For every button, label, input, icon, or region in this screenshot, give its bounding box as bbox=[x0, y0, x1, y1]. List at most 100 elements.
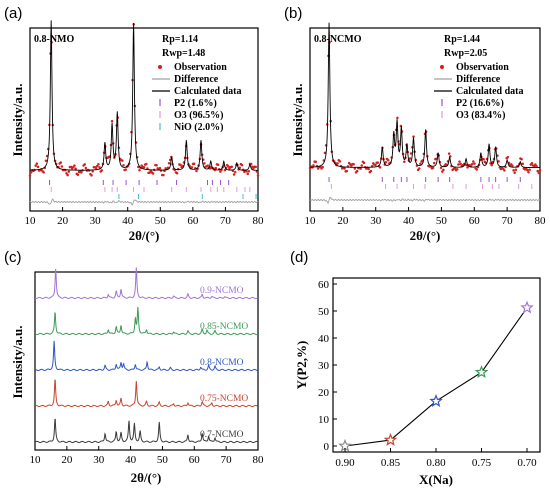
panel-label-b: (b) bbox=[284, 5, 302, 22]
pattern-curve bbox=[34, 418, 259, 444]
bragg-tick-row bbox=[50, 187, 251, 192]
observation-point bbox=[482, 157, 485, 161]
observation-point bbox=[369, 169, 373, 173]
difference-curve bbox=[29, 198, 259, 206]
y-tick-label: 10 bbox=[318, 414, 330, 426]
observation-point bbox=[162, 173, 165, 177]
panel-b-rp: Rp=1.44 bbox=[444, 34, 480, 45]
legend-label: Calculated data bbox=[174, 86, 242, 97]
panel-c-x-ticks: 10 20 30 40 50 60 70 80 bbox=[30, 446, 265, 466]
observation-point bbox=[179, 163, 182, 167]
observation-point bbox=[412, 135, 415, 138]
observation-point bbox=[238, 166, 242, 169]
observation-point bbox=[431, 166, 435, 170]
data-point-star bbox=[474, 365, 489, 379]
observation-point bbox=[76, 173, 80, 176]
x-tick-label: 70 bbox=[221, 454, 233, 466]
legend-label: Difference bbox=[174, 74, 219, 85]
x-tick-label: 70 bbox=[220, 215, 232, 227]
observation-point bbox=[323, 151, 327, 155]
panel-d-data bbox=[338, 300, 534, 452]
observation-point bbox=[466, 166, 469, 169]
observation-point bbox=[338, 160, 342, 163]
x-tick-label: 50 bbox=[436, 215, 448, 227]
series-label: 0.9-NCMO bbox=[200, 286, 244, 296]
observation-point bbox=[83, 163, 86, 166]
observation-point bbox=[227, 165, 230, 168]
series-label: 0.85-NCMO bbox=[200, 322, 248, 332]
legend-marker bbox=[440, 65, 444, 69]
observation-point bbox=[503, 169, 506, 172]
panel-d-x-label: X(Na) bbox=[419, 472, 453, 487]
observation-point bbox=[219, 170, 222, 173]
observation-point bbox=[497, 160, 500, 163]
y-tick-label: 30 bbox=[318, 360, 330, 372]
observation-point bbox=[65, 172, 68, 175]
panel-c-stacked-patterns: 0.7-NCMO 0.75-NCMO 0.8-NCMO 0.85-NCMO 0.9-NC… bbox=[10, 267, 264, 485]
pattern-curve bbox=[34, 267, 259, 300]
observation-point bbox=[166, 166, 170, 169]
observation-point bbox=[512, 169, 515, 172]
observation-point bbox=[403, 160, 406, 164]
observation-point bbox=[536, 169, 539, 173]
observation-point bbox=[175, 172, 179, 175]
legend-label: NiO (2.0%) bbox=[174, 122, 223, 133]
observation-point bbox=[100, 169, 104, 172]
x-tick-label: 10 bbox=[30, 454, 42, 466]
observation-point bbox=[192, 162, 196, 166]
observation-point bbox=[230, 165, 234, 169]
y-tick-label: 60 bbox=[318, 279, 330, 291]
observation-point bbox=[537, 171, 541, 175]
legend-label: Difference bbox=[456, 74, 501, 85]
observation-point bbox=[409, 152, 413, 155]
x-tick-label: 0.90 bbox=[335, 457, 355, 469]
observation-point bbox=[28, 174, 32, 177]
observation-point bbox=[470, 162, 474, 166]
bragg-tick-row bbox=[118, 194, 257, 199]
observation-point bbox=[216, 163, 220, 166]
observation-point bbox=[360, 164, 363, 167]
bragg-tick-row bbox=[330, 184, 533, 189]
observation-point bbox=[36, 165, 40, 169]
x-tick-label: 20 bbox=[337, 215, 349, 227]
panel-c-frame bbox=[34, 271, 259, 451]
observation-point bbox=[378, 166, 382, 169]
x-tick-label: 80 bbox=[253, 454, 265, 466]
x-tick-label: 0.85 bbox=[381, 457, 401, 469]
y-tick-label: 20 bbox=[318, 387, 330, 399]
series-label: 0.8-NCMO bbox=[200, 358, 244, 368]
observation-point bbox=[520, 158, 523, 161]
series-label: 0.75-NCMO bbox=[200, 394, 248, 404]
series-label: 0.7-NCMO bbox=[200, 430, 244, 440]
panel-a-x-label: 2θ/(°) bbox=[129, 228, 160, 243]
observation-point bbox=[321, 165, 324, 169]
observation-point bbox=[345, 169, 349, 173]
panel-b-frame bbox=[309, 27, 541, 212]
calculated-curve bbox=[309, 22, 540, 169]
observation-point bbox=[513, 171, 516, 174]
x-tick-label: 0.70 bbox=[517, 457, 537, 469]
x-tick-label: 50 bbox=[157, 454, 169, 466]
observation-point bbox=[473, 162, 476, 165]
observation-point bbox=[142, 166, 146, 169]
panel-b-rwp: Rwp=2.05 bbox=[444, 48, 487, 59]
x-tick-label: 20 bbox=[57, 215, 69, 227]
x-tick-label: 40 bbox=[122, 215, 134, 227]
observation-point bbox=[145, 162, 148, 166]
panel-b-refinement-plot: 0.8-NCMO Rp=1.44 Rwp=2.05 ObservationDif… bbox=[290, 22, 546, 243]
panel-b-curves bbox=[308, 22, 542, 205]
observation-point bbox=[214, 166, 218, 170]
observation-point bbox=[240, 163, 244, 167]
x-tick-label: 30 bbox=[90, 215, 102, 227]
observation-point bbox=[247, 170, 251, 173]
observation-point bbox=[121, 159, 124, 162]
panel-a-frame bbox=[29, 27, 259, 212]
panel-d-y-label: Y(P2,%) bbox=[294, 341, 309, 390]
observation-point bbox=[359, 167, 362, 170]
bragg-tick-row bbox=[49, 180, 230, 185]
observation-point bbox=[439, 166, 443, 169]
x-tick-label: 40 bbox=[125, 454, 137, 466]
observation-point bbox=[35, 162, 39, 165]
